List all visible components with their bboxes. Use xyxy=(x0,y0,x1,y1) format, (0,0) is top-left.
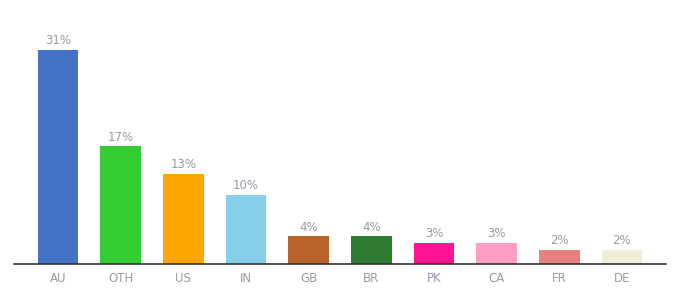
Bar xyxy=(226,195,267,264)
Text: 4%: 4% xyxy=(299,220,318,234)
Text: 3%: 3% xyxy=(488,227,506,241)
Bar xyxy=(101,146,141,264)
Bar xyxy=(288,236,329,264)
Text: 4%: 4% xyxy=(362,220,381,234)
Text: 17%: 17% xyxy=(107,131,134,144)
Text: 3%: 3% xyxy=(425,227,443,241)
Text: 13%: 13% xyxy=(171,158,197,171)
Bar xyxy=(539,250,579,264)
Bar xyxy=(602,250,642,264)
Bar xyxy=(38,50,78,264)
Text: 10%: 10% xyxy=(233,179,259,192)
Bar xyxy=(413,243,454,264)
Bar xyxy=(476,243,517,264)
Text: 2%: 2% xyxy=(613,234,631,248)
Bar xyxy=(351,236,392,264)
Text: 2%: 2% xyxy=(550,234,568,248)
Text: 31%: 31% xyxy=(45,34,71,47)
Bar xyxy=(163,174,204,264)
